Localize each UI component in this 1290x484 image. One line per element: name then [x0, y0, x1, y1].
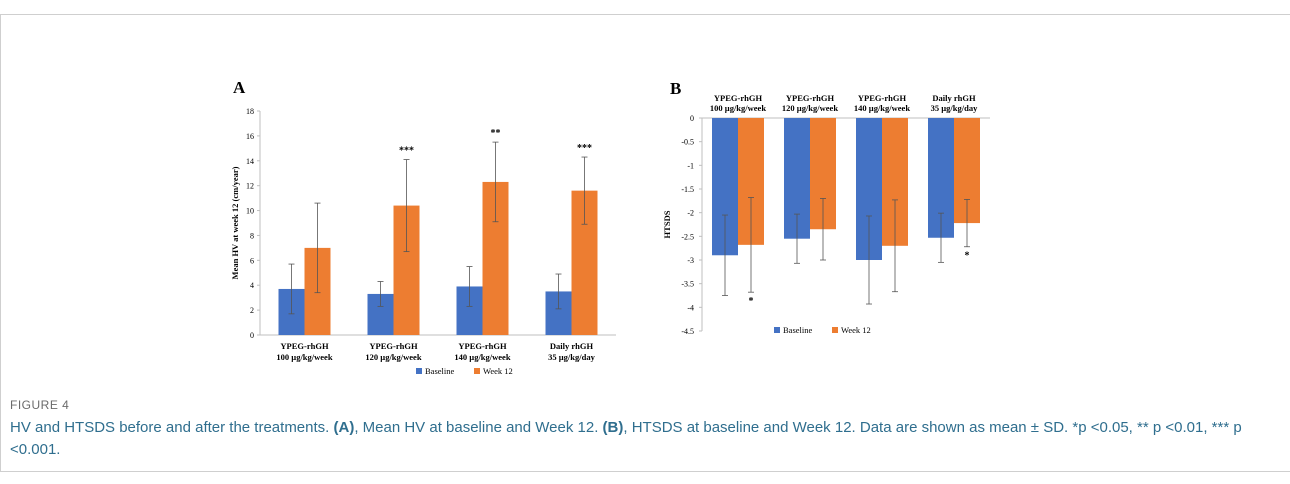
y-tick-label: -4.5	[681, 327, 694, 336]
legend-label: Week 12	[483, 366, 513, 376]
x-tick-label: Daily rhGH	[550, 341, 594, 351]
significance-marker: ***	[577, 143, 592, 154]
x-tick-label: Daily rhGH	[932, 93, 976, 103]
y-tick-label: 0	[690, 114, 694, 123]
x-tick-label: 100 µg/kg/week	[276, 352, 332, 362]
y-tick-label: 10	[246, 207, 254, 216]
panel-label: A	[233, 78, 246, 97]
legend-label: Baseline	[425, 366, 454, 376]
x-tick-label: YPEG-rhGH	[458, 341, 507, 351]
x-tick-label: 35 µg/kg/day	[931, 103, 978, 113]
y-tick-label: 12	[246, 182, 254, 191]
figure-frame	[0, 14, 1290, 472]
y-axis-title: HTSDS	[662, 210, 672, 238]
y-tick-label: 6	[250, 256, 254, 265]
y-tick-label: 0	[250, 331, 254, 340]
chart-a-svg: A 0 2 4 6 8 10 12 14 16 18 Mean HV at week 12 (cm/y…	[230, 78, 616, 376]
y-tick-label: -3	[687, 256, 694, 265]
y-tick-label: 2	[250, 306, 254, 315]
x-tick-label: 140 µg/kg/week	[454, 352, 510, 362]
x-tick-label: 35 µg/kg/day	[548, 352, 595, 362]
figure-caption: FIGURE 4 HV and HTSDS before and after t…	[10, 398, 1250, 461]
y-tick-label: 4	[250, 281, 254, 290]
y-tick-label: -2.5	[681, 232, 694, 241]
significance-marker: ***	[399, 146, 414, 157]
x-tick-label: 120 µg/kg/week	[782, 103, 838, 113]
significance-marker: *	[749, 296, 754, 307]
y-tick-label: -2	[687, 209, 694, 218]
legend-swatch-baseline	[416, 368, 422, 374]
chart-panel-a: A 0 2 4 6 8 10 12 14 16 18 Mean HV at week 12 (cm/y…	[220, 78, 640, 390]
legend-label: Baseline	[783, 325, 812, 335]
y-tick-label: -3.5	[681, 280, 694, 289]
x-tick-label: 100 µg/kg/week	[710, 103, 766, 113]
chart-b-svg: B 0 -0.5 -1 -1.5 -2 -2.5 -3 -3.5 -4 -4.5 HTSDS * YPEG…	[662, 79, 990, 336]
significance-marker: **	[491, 128, 501, 139]
chart-panel-b: B 0 -0.5 -1 -1.5 -2 -2.5 -3 -3.5 -4 -4.5 HTSDS * YPEG…	[662, 78, 992, 368]
caption-panel-ref-b: (B)	[602, 419, 624, 436]
x-tick-label: YPEG-rhGH	[858, 93, 907, 103]
x-tick-label: 120 µg/kg/week	[365, 352, 421, 362]
legend-label: Week 12	[841, 325, 871, 335]
y-tick-label: 8	[250, 231, 254, 240]
panel-label: B	[670, 79, 681, 98]
y-tick-label: -1	[687, 161, 694, 170]
y-tick-label: -0.5	[681, 138, 694, 147]
y-tick-label: 16	[246, 132, 254, 141]
y-tick-label: 14	[246, 157, 254, 166]
y-axis-title: Mean HV at week 12 (cm/year)	[230, 166, 240, 279]
x-tick-label: YPEG-rhGH	[280, 341, 329, 351]
x-tick-label: YPEG-rhGH	[786, 93, 835, 103]
significance-marker: *	[965, 251, 970, 262]
y-tick-label: -4	[687, 303, 694, 312]
caption-part: HV and HTSDS before and after the treatm…	[10, 419, 334, 436]
y-tick-label: 18	[246, 107, 254, 116]
x-tick-label: YPEG-rhGH	[714, 93, 763, 103]
x-tick-label: YPEG-rhGH	[369, 341, 418, 351]
figure-label: FIGURE 4	[10, 398, 70, 412]
x-tick-label: 140 µg/kg/week	[854, 103, 910, 113]
legend-swatch-week12	[474, 368, 480, 374]
caption-part: , Mean HV at baseline and Week 12.	[354, 419, 603, 436]
caption-panel-ref-a: (A)	[333, 419, 355, 436]
y-tick-label: -1.5	[681, 185, 694, 194]
caption-text: HV and HTSDS before and after the treatm…	[10, 417, 1250, 461]
legend-swatch-baseline	[774, 327, 780, 333]
caption-part: , HTSDS at baseline and Week 12. Data ar…	[10, 419, 1242, 458]
legend-swatch-week12	[832, 327, 838, 333]
